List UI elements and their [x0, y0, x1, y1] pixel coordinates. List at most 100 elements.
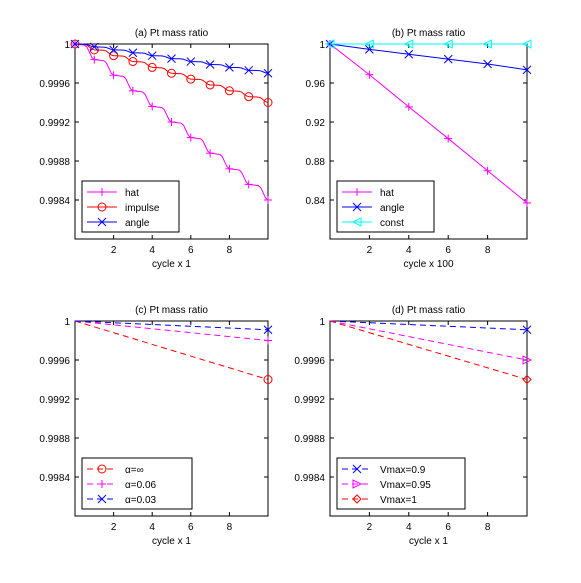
legend-marker	[97, 202, 107, 212]
y-tick-label: 0.9992	[39, 395, 70, 406]
x-tick-label: 4	[406, 245, 412, 256]
data-point	[522, 65, 532, 75]
chart-title: (b) Pt mass ratio	[392, 28, 466, 39]
data-point	[186, 57, 196, 66]
x-tick-label: 8	[227, 522, 233, 533]
data-point	[70, 39, 80, 49]
legend-marker	[98, 480, 106, 488]
data-point	[186, 133, 195, 142]
legend-marker	[98, 188, 106, 196]
series-line	[74, 43, 269, 103]
series-line	[74, 320, 269, 331]
y-tick-label: 1	[64, 317, 70, 328]
y-tick-label: 0.9996	[39, 79, 70, 90]
y-tick-label: 0.9988	[294, 434, 325, 445]
data-point	[263, 325, 273, 335]
y-tick-label: 1	[64, 40, 70, 51]
data-point	[109, 51, 119, 61]
chart-title: (c) Pt mass ratio	[135, 305, 208, 316]
y-tick-label: 0.9988	[39, 434, 70, 445]
y-tick-label: 0.9984	[39, 473, 70, 484]
data-point	[483, 59, 492, 69]
data-point	[167, 54, 176, 63]
chart-title: (d) Pt mass ratio	[392, 305, 466, 316]
data-point	[443, 54, 453, 64]
legend-marker	[353, 188, 361, 196]
x-tick-label: 2	[111, 522, 117, 533]
x-tick-label: 2	[367, 522, 373, 533]
y-tick-label: 0.88	[306, 157, 326, 168]
legend-label: Vmax=0.9	[380, 465, 426, 476]
data-point	[128, 48, 138, 58]
data-point	[263, 68, 273, 78]
data-point	[444, 134, 453, 143]
data-point	[89, 42, 99, 52]
x-tick-label: 4	[149, 245, 155, 256]
x-axis-label: cycle x 1	[152, 536, 191, 547]
legend-label: angle	[380, 203, 405, 214]
data-point	[109, 45, 118, 55]
series-line	[329, 320, 528, 380]
legend-marker	[97, 217, 107, 227]
legend-marker	[97, 464, 107, 474]
legend: hat impulse angle	[81, 180, 180, 233]
data-point	[205, 60, 215, 69]
data-point	[224, 86, 234, 96]
data-point	[521, 39, 532, 49]
legend-box	[81, 180, 180, 233]
legend-label: impulse	[125, 203, 160, 214]
legend: hat angle const	[336, 180, 435, 233]
y-tick-label: 0.9988	[39, 157, 70, 168]
legend-label: const	[380, 218, 404, 229]
data-point	[263, 375, 273, 384]
legend-marker	[351, 217, 362, 227]
data-point	[148, 102, 157, 111]
x-tick-label: 8	[485, 522, 491, 533]
legend-marker	[352, 494, 362, 504]
legend-label: hat	[380, 188, 394, 199]
series-line	[329, 43, 528, 204]
y-tick-label: 0.84	[306, 196, 326, 207]
data-point	[482, 39, 493, 49]
data-point	[90, 55, 99, 64]
x-tick-label: 2	[367, 245, 373, 256]
data-point	[264, 196, 272, 204]
data-point	[264, 336, 272, 345]
data-point	[365, 70, 374, 79]
data-point	[263, 98, 273, 107]
y-tick-label: 0.9996	[294, 356, 325, 367]
x-tick-label: 4	[149, 522, 155, 533]
data-point	[244, 92, 254, 102]
data-point	[522, 325, 532, 335]
series-line	[329, 320, 528, 331]
x-tick-label: 6	[188, 245, 194, 256]
legend-label: α=∞	[125, 465, 144, 476]
data-point	[403, 39, 414, 49]
panel-b: (b) Pt mass ratio 2 4 6 8 0.84 0.88 0.92 0.96 1 cy…	[306, 28, 532, 270]
y-tick-label: 0.96	[306, 79, 326, 90]
x-axis-label: cycle x 100	[403, 259, 453, 270]
plot-frame	[329, 320, 528, 517]
data-point	[364, 39, 374, 49]
plot-frame	[74, 320, 269, 517]
legend-marker	[352, 464, 362, 474]
data-point	[523, 198, 531, 207]
y-tick-label: 0.92	[306, 118, 326, 129]
data-point	[186, 74, 196, 84]
y-tick-label: 0.9992	[39, 118, 70, 129]
chart-title: (a) Pt mass ratio	[135, 28, 209, 39]
legend-marker	[352, 479, 363, 489]
x-tick-label: 6	[445, 522, 451, 533]
series-line	[74, 320, 269, 341]
y-tick-label: 0.9992	[294, 395, 325, 406]
data-point	[404, 49, 414, 59]
data-point	[244, 180, 253, 189]
y-tick-label: 0.9996	[39, 356, 70, 367]
legend-marker	[97, 494, 107, 504]
plot-frame	[74, 43, 269, 240]
data-point	[225, 63, 234, 72]
data-point	[167, 68, 176, 78]
data-point	[147, 51, 157, 61]
y-tick-label: 0.9984	[39, 196, 70, 207]
data-point	[324, 39, 335, 49]
